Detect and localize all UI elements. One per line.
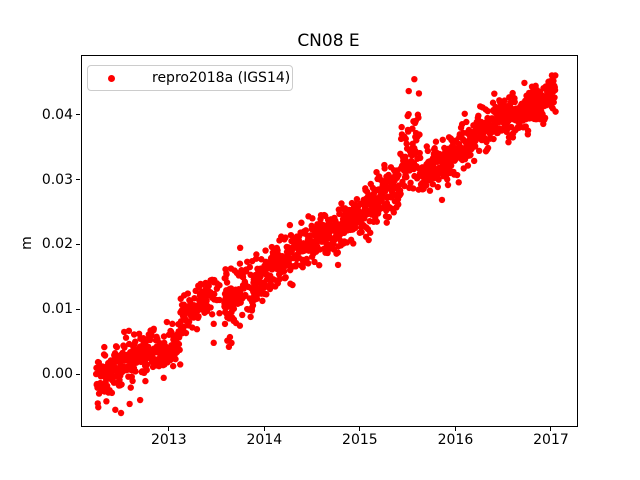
x-tick-label: 2014 bbox=[246, 432, 283, 448]
y-tick-label: 0.04 bbox=[41, 106, 73, 123]
y-tick-mark bbox=[76, 308, 80, 310]
legend-marker-icon bbox=[108, 74, 115, 82]
y-tick-label: 0.02 bbox=[41, 236, 73, 253]
x-tick-label: 2017 bbox=[533, 432, 569, 448]
x-tick-label: 2016 bbox=[437, 432, 474, 448]
legend-label: repro2018a (IGS14) bbox=[152, 70, 291, 86]
y-tick-mark bbox=[76, 114, 80, 116]
y-tick-mark bbox=[76, 373, 80, 375]
legend: repro2018a (IGS14) bbox=[87, 65, 293, 91]
x-tick-mark bbox=[359, 427, 361, 431]
x-tick-label: 2013 bbox=[150, 432, 187, 448]
y-tick-label: 0.00 bbox=[41, 366, 73, 383]
x-tick-mark bbox=[168, 427, 170, 431]
y-tick-label: 0.01 bbox=[41, 301, 73, 318]
x-tick-mark bbox=[263, 427, 265, 431]
x-tick-label: 2015 bbox=[342, 432, 378, 448]
y-tick-mark bbox=[76, 243, 80, 245]
x-tick-mark bbox=[454, 427, 456, 431]
x-tick-mark bbox=[550, 427, 552, 431]
y-tick-mark bbox=[76, 179, 80, 181]
plot-area bbox=[81, 55, 578, 427]
chart-title: CN08 E bbox=[297, 31, 360, 51]
scatter-points bbox=[82, 56, 577, 426]
y-tick-label: 0.03 bbox=[41, 171, 73, 188]
